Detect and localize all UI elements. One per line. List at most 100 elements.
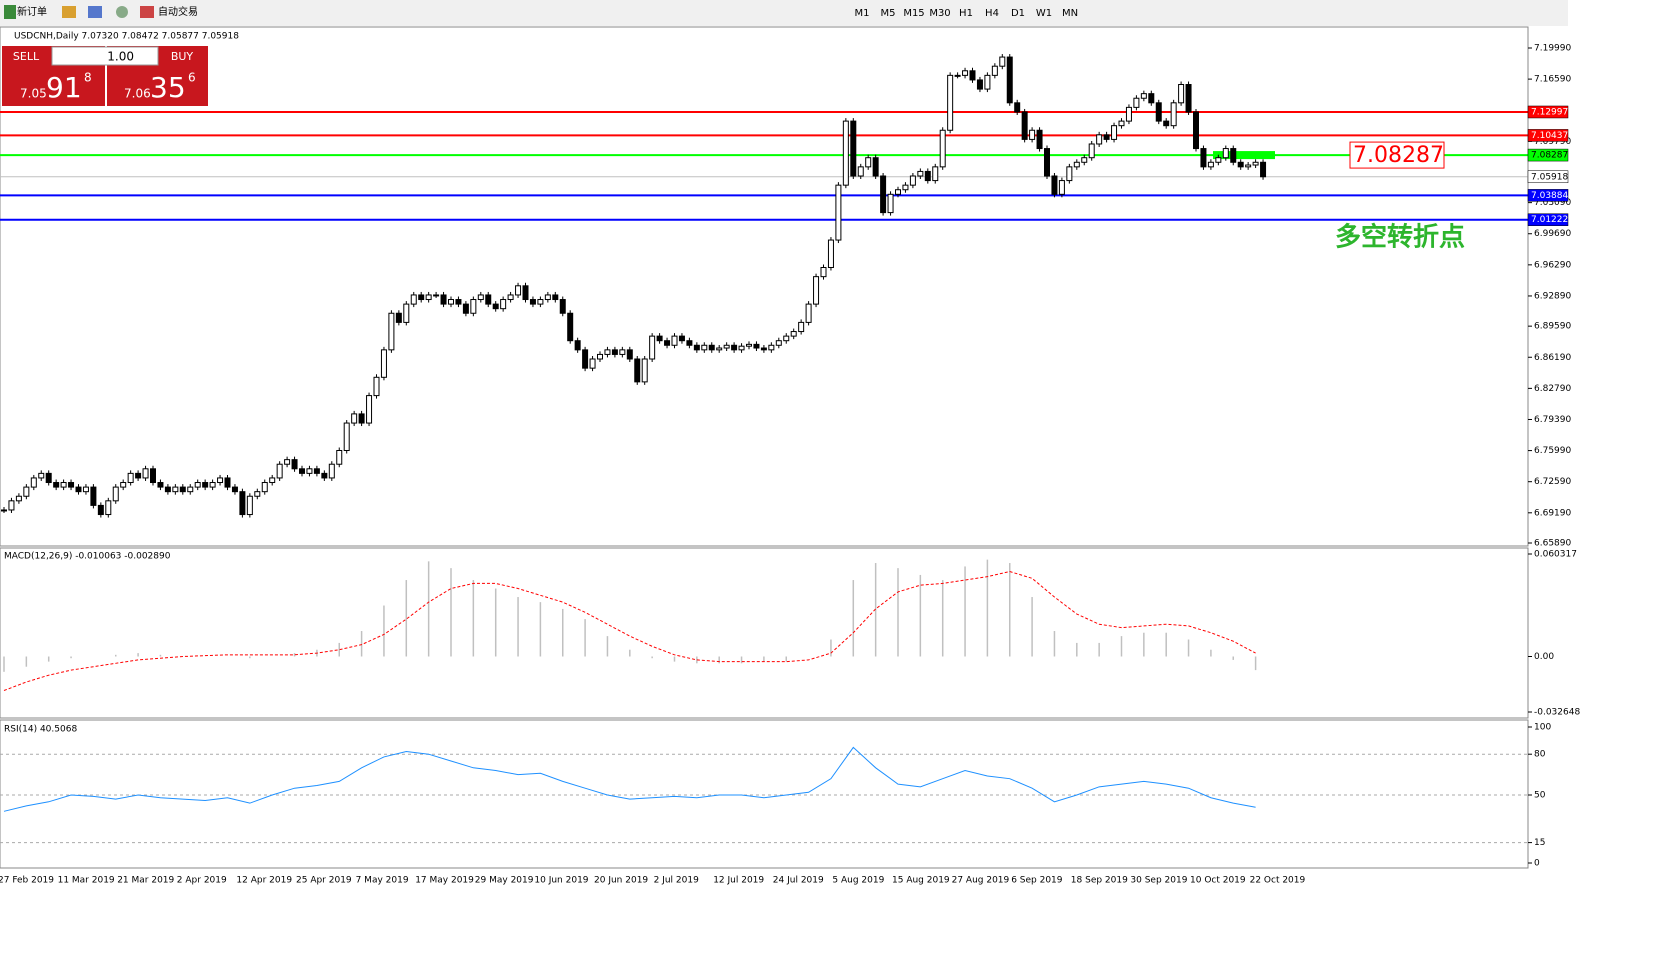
candle <box>984 74 991 90</box>
candle <box>1029 129 1036 140</box>
candle <box>924 170 931 182</box>
candle <box>299 468 305 474</box>
candle <box>962 70 969 76</box>
candle <box>574 340 581 351</box>
macd-panel <box>0 547 1529 719</box>
buy-label[interactable]: BUY <box>171 50 194 63</box>
timeframe[interactable]: D1 <box>1011 8 1025 19</box>
y-tick-label: 0.00 <box>1534 652 1554 662</box>
ask-big: 7.06 <box>124 87 151 101</box>
sell-label[interactable]: SELL <box>13 50 40 63</box>
candle <box>172 486 179 493</box>
x-tick-label: 11 Mar 2019 <box>58 876 115 886</box>
candle <box>559 299 566 314</box>
candle <box>112 486 119 502</box>
tool-icon[interactable] <box>88 6 102 18</box>
candle <box>1163 120 1170 127</box>
candle <box>887 193 894 214</box>
timeframe[interactable]: M1 <box>855 8 870 19</box>
auto-trade-icon[interactable] <box>140 6 154 18</box>
candle <box>895 189 901 195</box>
annotation: 多空转折点 <box>1335 222 1465 253</box>
candle <box>68 482 75 488</box>
candle <box>120 482 127 488</box>
candle <box>336 449 343 465</box>
timeframe[interactable]: M30 <box>929 8 950 19</box>
candle <box>164 486 171 493</box>
candle <box>872 157 879 177</box>
candle <box>358 413 365 424</box>
candle <box>380 349 387 378</box>
x-tick-label: 25 Apr 2019 <box>296 876 352 886</box>
candle <box>1103 134 1110 140</box>
candle <box>567 312 574 342</box>
candle <box>813 276 820 305</box>
timeframe[interactable]: H4 <box>985 8 999 19</box>
y-tick-label: 6.89590 <box>1534 322 1571 332</box>
tool-icon[interactable] <box>116 6 128 18</box>
x-tick-label: 10 Oct 2019 <box>1190 876 1246 886</box>
auto-trade[interactable]: 自动交易 <box>158 5 198 18</box>
level-label: 7.10437 <box>1531 131 1568 141</box>
candle <box>604 349 611 355</box>
candle <box>544 294 551 301</box>
x-tick-label: 6 Sep 2019 <box>1011 876 1063 886</box>
candle <box>254 491 261 497</box>
candle <box>477 294 484 301</box>
candle <box>805 303 812 323</box>
candle <box>1036 129 1043 150</box>
new-order[interactable]: 新订单 <box>17 5 47 18</box>
candle <box>366 395 373 424</box>
candle <box>1058 180 1065 195</box>
candle <box>1118 120 1125 127</box>
candle <box>641 358 648 383</box>
candle <box>1178 84 1185 104</box>
candle <box>1260 161 1267 178</box>
timeframe[interactable]: H1 <box>959 8 973 19</box>
candle <box>246 495 253 516</box>
candle <box>656 335 663 342</box>
candle <box>1148 93 1155 104</box>
candle <box>492 303 499 310</box>
candle <box>202 482 209 488</box>
main-panel <box>0 26 1529 547</box>
x-tick-label: 2 Jul 2019 <box>654 876 699 886</box>
x-tick-label: 2 Apr 2019 <box>177 876 227 886</box>
timeframe[interactable]: M5 <box>881 8 896 19</box>
candle <box>500 299 507 310</box>
timeframe[interactable]: MN <box>1062 8 1078 19</box>
level-tag <box>1527 148 1569 162</box>
candle <box>693 344 700 351</box>
candle <box>157 482 164 488</box>
x-tick-label: 15 Aug 2019 <box>892 876 950 886</box>
candle <box>425 294 432 301</box>
candle <box>448 299 454 305</box>
candle <box>30 477 37 488</box>
candle <box>783 335 790 342</box>
timeframe[interactable]: W1 <box>1036 8 1052 19</box>
new-order-icon[interactable] <box>4 5 16 19</box>
candle <box>842 120 849 186</box>
level-tag <box>1527 105 1569 119</box>
candle <box>1193 111 1199 150</box>
x-tick-label: 17 May 2019 <box>415 876 474 886</box>
y-tick-label: 6.65890 <box>1534 539 1571 549</box>
candle <box>529 299 536 305</box>
candle <box>932 166 939 182</box>
x-tick-label: 10 Jun 2019 <box>534 876 588 886</box>
candle <box>373 376 380 397</box>
candle <box>306 468 313 474</box>
candle <box>410 294 417 305</box>
candle <box>611 349 618 355</box>
candle <box>395 312 402 323</box>
tool-icon[interactable] <box>62 6 76 18</box>
x-tick-label: 22 Oct 2019 <box>1250 876 1306 886</box>
lots[interactable]: 1.00 <box>107 50 134 64</box>
rsi-line <box>3 746 1256 812</box>
timeframe[interactable]: M15 <box>903 8 924 19</box>
candle <box>857 166 864 177</box>
y-tick-label: 6.96290 <box>1534 260 1571 270</box>
candle <box>388 312 395 351</box>
lots-input[interactable] <box>51 46 159 66</box>
bid-frac: 8 <box>84 71 92 85</box>
